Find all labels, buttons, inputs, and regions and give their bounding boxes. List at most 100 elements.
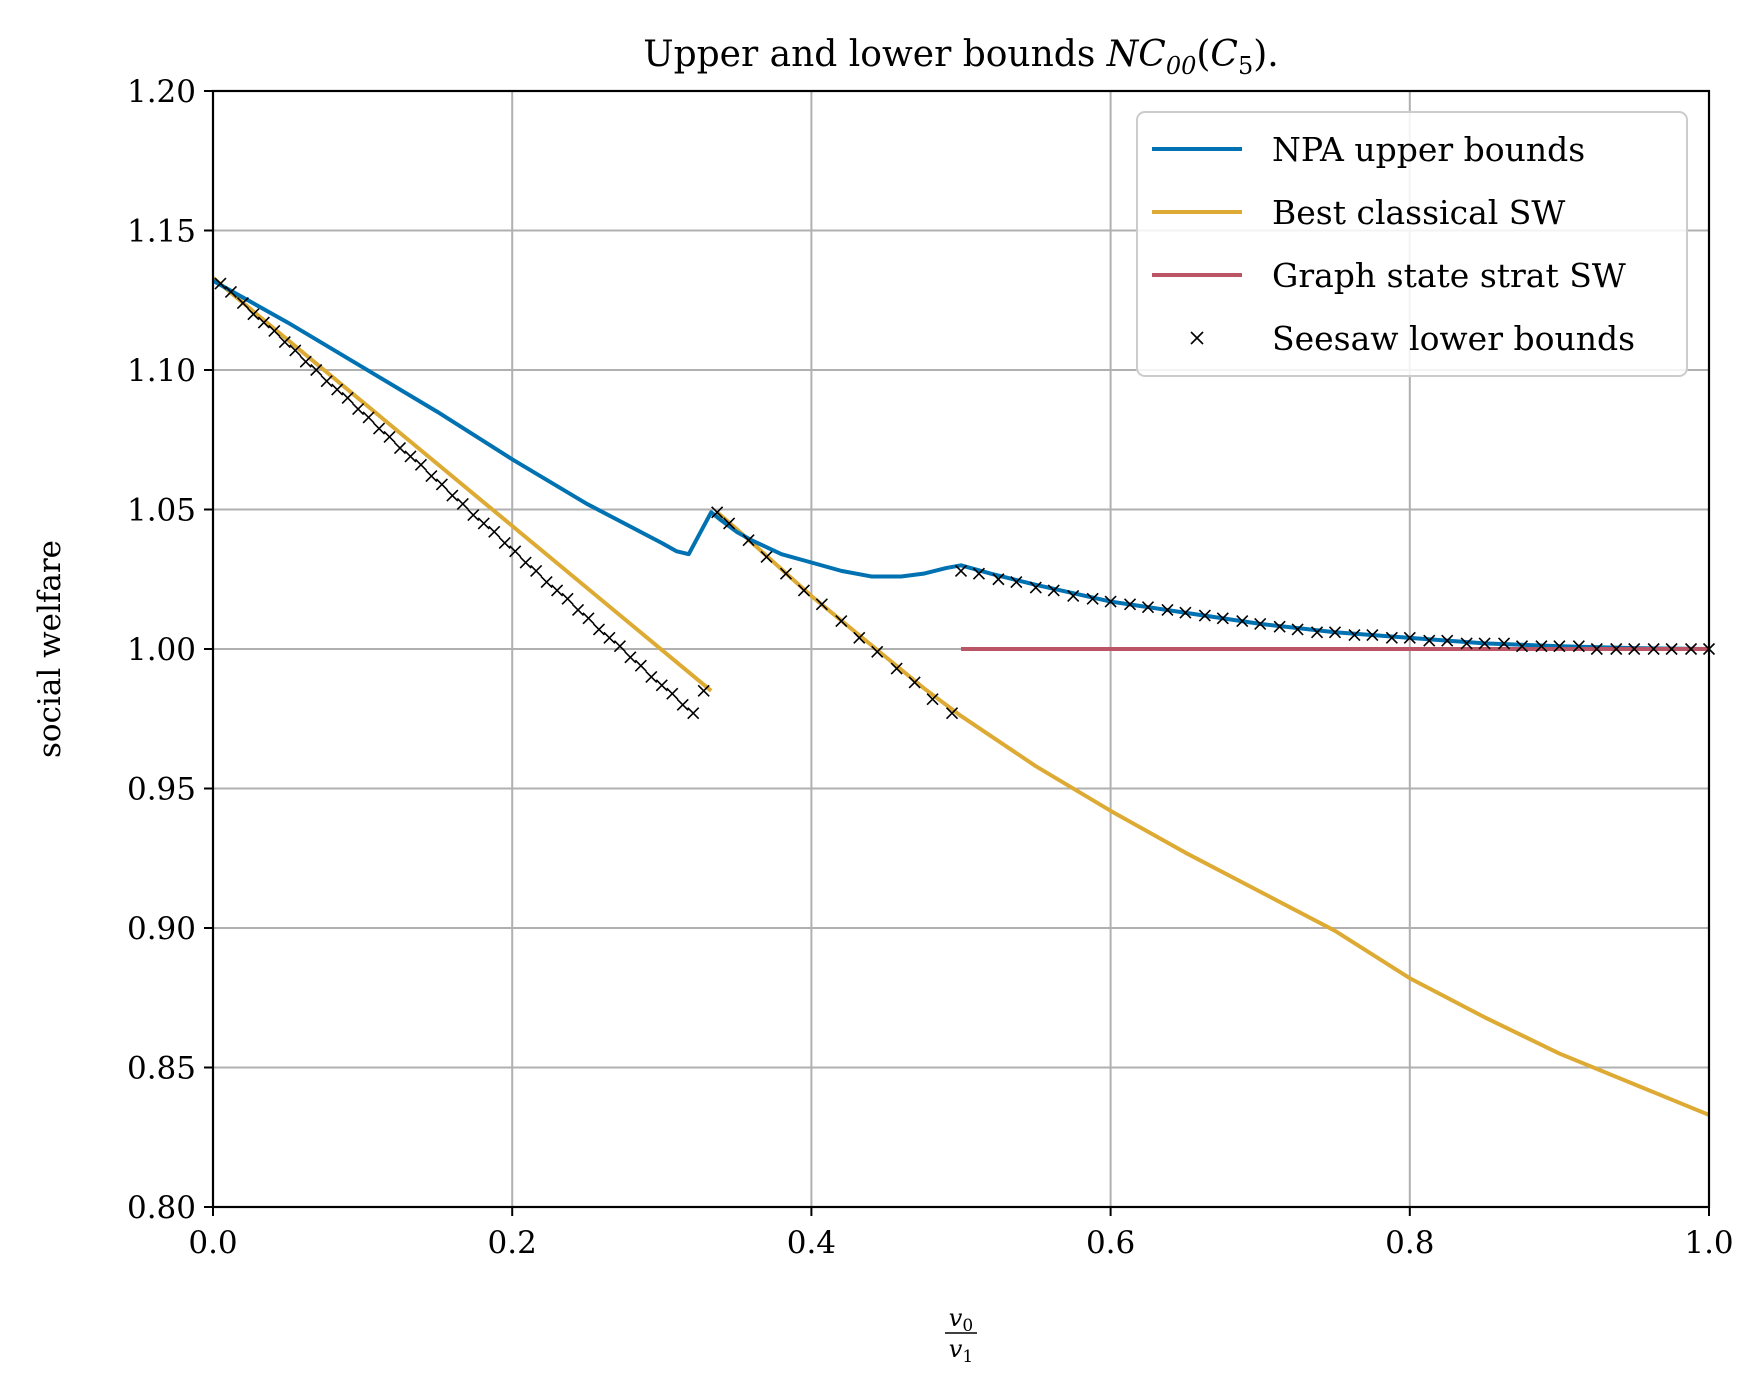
y-tick-label: 0.90 [127,911,196,947]
seesaw-marker [1497,637,1511,650]
seesaw-marker [853,631,866,644]
seesaw-marker [289,344,302,357]
seesaw-marker [1385,631,1398,644]
x-axis-label-den: v [949,1335,963,1363]
seesaw-marker [613,640,626,653]
series-npa-upper-bounds-line [212,278,1710,651]
x-tick-label: 0.4 [787,1225,836,1261]
seesaw-marker [393,442,407,455]
legend-label-graph-state: Graph state strat SW [1272,256,1626,295]
seesaw-marker [467,509,480,522]
seesaw-marker [1628,642,1641,656]
seesaw-marker [551,584,564,597]
seesaw-marker [1610,642,1623,656]
svg-text:v1: v1 [949,1335,973,1367]
legend: NPA upper bounds Best classical SW Graph… [1136,111,1688,377]
seesaw-marker [1478,637,1491,650]
seesaw-marker [247,308,260,321]
seesaw-marker [742,534,755,547]
y-tick-label: 1.00 [127,632,196,668]
seesaw-marker [1310,626,1324,639]
seesaw-marker [835,615,848,628]
seesaw-marker [446,489,459,502]
seesaw-marker [331,383,344,396]
x-axis-label: v0 v1 [945,1304,977,1367]
seesaw-marker [1086,592,1099,605]
seesaw-marker [945,707,959,720]
seesaw-marker [645,670,658,683]
seesaw-marker [1254,617,1267,630]
seesaw-marker [320,375,333,388]
seesaw-marker [797,584,810,597]
seesaw-marker [1328,626,1342,639]
seesaw-marker [362,411,375,424]
seesaw-marker [278,336,291,349]
seesaw-marker [1123,598,1137,611]
seesaw-marker [1572,640,1585,653]
seesaw-marker [299,355,312,368]
seesaw-marker [1441,634,1454,647]
chart-title-math-base: NC [1106,34,1166,75]
y-tick-label: 0.85 [127,1051,196,1087]
seesaw-marker [1460,637,1473,650]
seesaw-marker [571,603,585,617]
seesaw-marker [1198,609,1211,622]
legend-swatch-seesaw [1190,331,1204,345]
seesaw-marker [519,556,532,569]
seesaw-marker [1216,612,1229,625]
seesaw-marker [1179,606,1192,619]
seesaw-marker [1047,584,1060,597]
series-best-classical-sw-segment-1 [211,276,713,693]
seesaw-marker [972,567,986,580]
seesaw-marker [224,285,238,298]
seesaw-marker [687,707,700,720]
svg-text:v0: v0 [949,1304,973,1336]
seesaw-marker [341,391,354,404]
x-tick-label: 1.0 [1684,1225,1733,1261]
seesaw-marker [926,693,939,706]
x-tick-label: 0.0 [188,1225,237,1261]
chart-title-math-sub: 00 [1166,52,1197,80]
seesaw-marker [908,676,921,689]
seesaw-marker [1403,631,1416,644]
seesaw-marker [1665,642,1678,656]
seesaw-marker [676,698,689,711]
legend-label-classical: Best classical SW [1272,193,1565,232]
seesaw-marker [711,506,724,519]
x-tick-label: 0.6 [1086,1225,1135,1261]
seesaw-marker [1104,595,1117,608]
seesaw-marker [1535,640,1548,653]
seesaw-marker [1684,642,1698,656]
seesaw-marker [1291,623,1304,636]
legend-box [1136,111,1688,377]
chart-title-text: Upper and lower bounds [643,34,1107,75]
y-axis-label: social welfare [32,540,68,758]
seesaw-marker [603,631,616,644]
seesaw-marker [592,623,606,636]
legend-label-npa: NPA upper bounds [1272,130,1585,169]
seesaw-marker [214,277,227,290]
seesaw-marker [1236,615,1249,628]
seesaw-marker [383,430,396,444]
chart-title-math-arg: C [1210,34,1238,75]
plot-area [211,276,1716,1117]
seesaw-marker [634,659,647,672]
y-tick-label: 0.80 [127,1190,196,1226]
seesaw-marker [871,645,884,658]
seesaw-marker [655,679,668,692]
chart-title: Upper and lower bounds NC00(C5). [643,34,1279,80]
y-tick-label: 0.95 [127,772,196,808]
seesaw-marker [488,525,501,538]
seesaw-marker [666,687,679,700]
seesaw-marker [498,536,511,550]
seesaw-marker [352,402,365,416]
seesaw-marker [624,651,637,664]
seesaw-marker [992,573,1005,586]
seesaw-marker [723,517,736,530]
seesaw-marker [1366,628,1379,642]
x-axis-label-den-sub: 1 [962,1347,973,1367]
series-best-classical-sw-segment-2 [715,510,1710,1117]
y-tick-label: 1.10 [127,353,196,389]
axis-ticks: 0.0 0.2 0.4 0.6 0.8 1.0 0.80 0.85 0.90 0.95 1.00 1.… [127,74,1734,1261]
